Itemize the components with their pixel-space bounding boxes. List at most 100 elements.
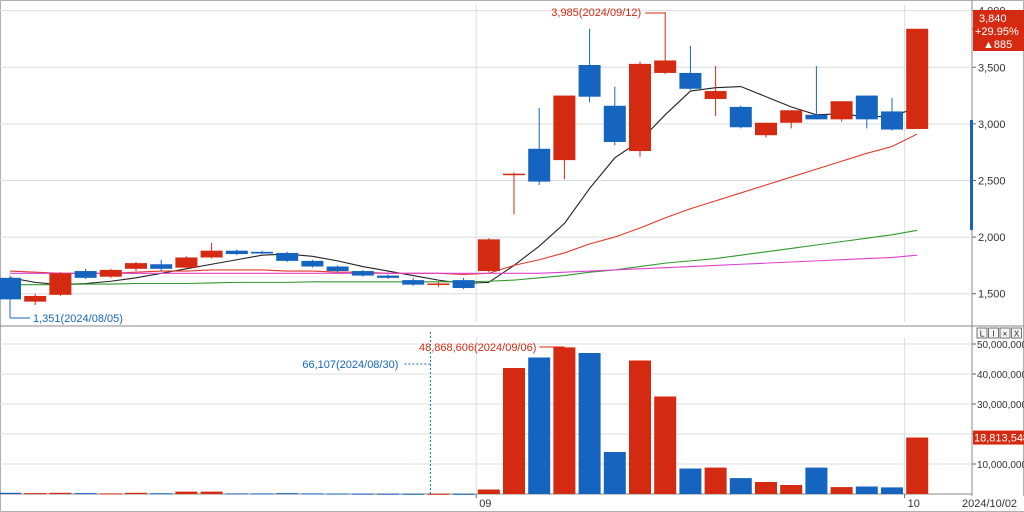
volume-tick-label: 50,000,000: [977, 340, 1024, 351]
candle-body: [780, 110, 803, 123]
volume-bar: [0, 492, 21, 494]
candle-body: [251, 251, 273, 254]
candle-body: [402, 280, 425, 285]
candle-body: [200, 250, 223, 258]
candle: [704, 66, 727, 116]
x-tick-label: 10: [908, 498, 920, 510]
candle: [503, 172, 525, 215]
candle: [225, 249, 248, 256]
price-low-label: 1,351(2024/08/05): [33, 313, 123, 325]
volume-bar: [805, 467, 828, 494]
volume-low-label: 66,107(2024/08/30): [302, 359, 398, 371]
current-price-background: [973, 10, 1024, 51]
volume-bar: [906, 437, 929, 494]
volume-toolbar-button[interactable]: X: [1011, 327, 1022, 339]
volume-tick-label: 40,000,000: [977, 370, 1024, 381]
toolbar-button-frame[interactable]: [999, 327, 1011, 339]
volume-bar: [24, 493, 47, 495]
candle: [200, 242, 223, 259]
axis-labels: 09 10 2024/10/02: [475, 494, 1024, 511]
volume-bar: [755, 482, 777, 494]
volume-toolbar-button[interactable]: L: [976, 327, 988, 339]
candle-body: [704, 91, 727, 99]
candle: [99, 268, 122, 278]
candle: [780, 110, 803, 129]
candle-body: [603, 105, 626, 142]
current-price-value: 3,840: [979, 13, 1007, 25]
last-date-background: [954, 496, 1024, 511]
candle-body: [49, 273, 72, 295]
candle: [24, 293, 47, 306]
candle-body: [629, 63, 651, 152]
candle: [654, 12, 677, 75]
volume-toolbar-button[interactable]: I: [988, 327, 999, 339]
candle-body: [477, 239, 500, 272]
last-date-label: 2024/10/02: [962, 498, 1017, 510]
volume-bar: [175, 491, 198, 494]
toolbar-button-frame[interactable]: [988, 327, 999, 339]
candle: [855, 95, 878, 129]
candle: [452, 277, 475, 290]
volume-bar: [881, 487, 903, 494]
candle: [49, 272, 72, 296]
price-tick-label: 2,000: [978, 232, 1006, 244]
volume-bar: [855, 486, 878, 494]
x-tick-label: 09: [479, 498, 491, 510]
volume-bar: [477, 489, 500, 494]
candle: [805, 66, 828, 120]
candle-body: [452, 280, 475, 289]
volume-bar: [377, 493, 399, 495]
candles: [0, 12, 929, 311]
volume-bar: [780, 485, 803, 494]
volume-bar: [326, 493, 349, 495]
volume-bar: [276, 493, 299, 495]
candle: [603, 86, 626, 146]
candle-body: [906, 28, 929, 129]
candle-body: [528, 148, 551, 182]
candle-body: [0, 277, 21, 300]
current-volume-background: [973, 430, 1024, 445]
volume-bar: [251, 493, 273, 495]
toolbar-button-frame[interactable]: [976, 327, 988, 339]
candle-body: [99, 269, 122, 277]
candle-body: [427, 283, 450, 286]
candle: [125, 261, 147, 272]
volume-bar: [351, 493, 374, 495]
volume-bar: [729, 478, 752, 494]
toolbar-button-label: X: [1014, 330, 1020, 339]
volume-high-label: 48,868,606(2024/09/06): [419, 342, 536, 354]
candle-body: [729, 106, 752, 128]
price-tick-label: 2,500: [978, 175, 1006, 187]
candle: [528, 108, 551, 186]
candle: [402, 277, 425, 286]
volume-bar: [704, 467, 727, 494]
volume-tick-label: 10,000,000: [977, 460, 1024, 471]
candle: [679, 45, 702, 90]
volume-bar: [200, 491, 223, 494]
candle-body: [830, 101, 853, 120]
candle: [881, 97, 903, 131]
volume-toolbar-button[interactable]: ×: [999, 327, 1011, 339]
candle-body: [503, 173, 525, 176]
candle: [175, 256, 198, 269]
toolbar-button-frame[interactable]: [1011, 327, 1022, 339]
toolbar-button-label: L: [980, 330, 985, 339]
candle-body: [301, 260, 324, 267]
candle: [251, 250, 273, 255]
volume-bar: [99, 493, 122, 495]
candle-body: [74, 271, 97, 278]
candle: [553, 95, 576, 180]
moving-average-line: [10, 254, 918, 274]
volume-bars: [0, 347, 929, 495]
volume-toolbar[interactable]: L I × X: [976, 327, 1022, 339]
volume-bar: [402, 493, 425, 495]
toolbar-button-label: ×: [1003, 330, 1008, 339]
candle: [326, 265, 349, 273]
candle: [74, 268, 97, 279]
current-volume-value: 18,813,548: [974, 433, 1024, 445]
candle: [301, 259, 324, 268]
moving-average-line: [9, 133, 918, 276]
candle-body: [578, 65, 601, 97]
